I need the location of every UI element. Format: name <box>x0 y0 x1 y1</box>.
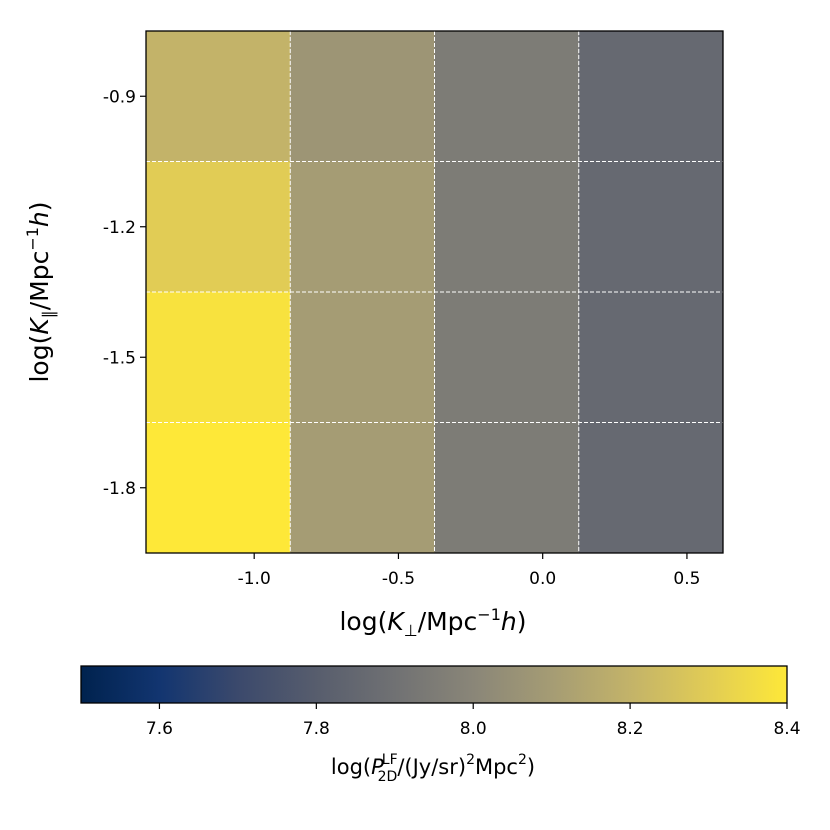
heatmap-cell-r0-c0 <box>146 31 291 162</box>
y-axis-ticks: -0.9 -1.2 -1.5 -1.8 <box>103 87 146 499</box>
colorbar-ticks: 7.6 7.8 8.0 8.2 8.4 <box>146 703 801 739</box>
x-tick-label-0: -1.0 <box>238 569 271 589</box>
heatmap-cell-r2-c3 <box>578 292 723 423</box>
colorbar-tick-label-2: 8.0 <box>460 719 487 739</box>
heatmap-cell-r0-c3 <box>578 31 723 162</box>
heatmap-cell-r0-c1 <box>290 31 435 162</box>
heatmap-cell-r1-c3 <box>578 161 723 292</box>
heatmap-cell-r3-c1 <box>290 422 435 553</box>
heatmap-cells <box>146 31 723 553</box>
colorbar-tick-label-1: 7.8 <box>303 719 330 739</box>
heatmap-cell-r1-c0 <box>146 161 291 292</box>
x-axis-ticks: -1.0 -0.5 0.0 0.5 <box>238 553 700 589</box>
heatmap-cell-r2-c1 <box>290 292 435 423</box>
plot-frame <box>145 30 724 554</box>
x-tick-label-1: -0.5 <box>382 569 415 589</box>
heatmap-cell-r1-c1 <box>290 161 435 292</box>
heatmap-cell-r3-c0 <box>146 422 291 553</box>
colorbar: 7.6 7.8 8.0 8.2 8.4 log(PLF 2D/(Jy/sr)2Mpc2) <box>80 665 801 785</box>
x-axis-label: log(K⊥/Mpc−1h) <box>339 605 526 640</box>
grid-lines <box>146 31 723 553</box>
heatmap-cell-r3-c3 <box>578 422 723 553</box>
colorbar-tick-label-3: 8.2 <box>617 719 644 739</box>
y-axis-label: log(K∥/Mpc−1h) <box>23 201 58 382</box>
heatmap-cell-r1-c2 <box>434 161 579 292</box>
colorbar-label: log(PLF 2D/(Jy/sr)2Mpc2) <box>331 752 535 785</box>
heatmap-cell-r2-c0 <box>146 292 291 423</box>
heatmap-cell-r2-c2 <box>434 292 579 423</box>
colorbar-tick-label-4: 8.4 <box>773 719 800 739</box>
y-tick-label-1: -1.2 <box>103 218 136 238</box>
colorbar-gradient <box>80 665 788 704</box>
x-tick-label-2: 0.0 <box>529 569 556 589</box>
x-tick-label-3: 0.5 <box>673 569 700 589</box>
colorbar-tick-label-0: 7.6 <box>146 719 173 739</box>
heatmap-cell-r3-c2 <box>434 422 579 553</box>
heatmap-plot-area <box>145 30 724 554</box>
y-tick-label-2: -1.5 <box>103 348 136 368</box>
y-tick-label-3: -1.8 <box>103 479 136 499</box>
heatmap-cell-r0-c2 <box>434 31 579 162</box>
y-tick-label-0: -0.9 <box>103 87 136 107</box>
